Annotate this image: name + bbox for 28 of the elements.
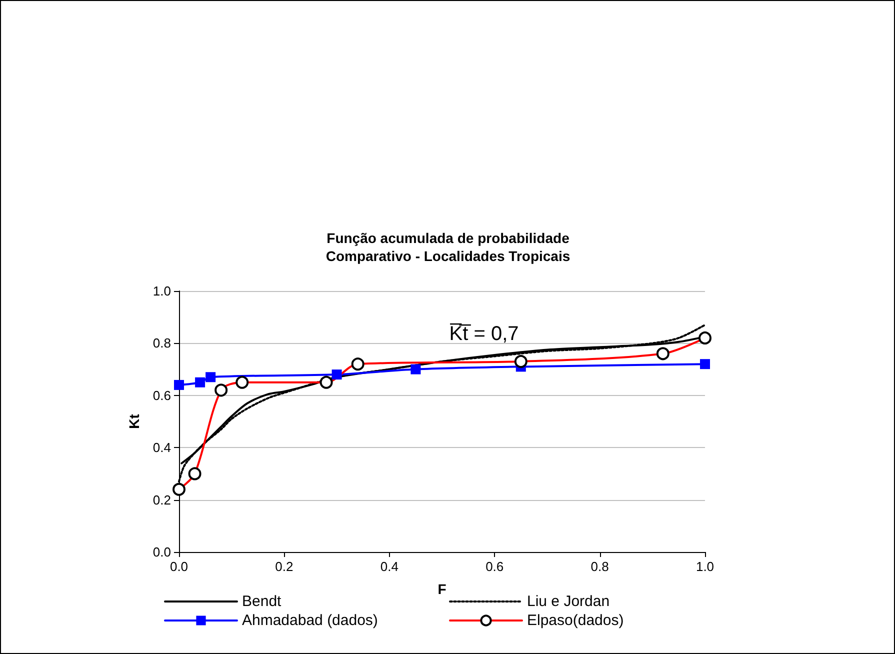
y-tick-label: 1.0: [152, 284, 171, 298]
legend-label: Ahmadabad (dados): [242, 612, 378, 629]
annotation: K̅t̅ = 0,7: [449, 323, 519, 345]
x-tick-label: 0.0: [170, 559, 188, 574]
y-tick-label: 0.6: [152, 388, 171, 403]
y-tick-label: 0.4: [152, 440, 171, 456]
point: [174, 380, 184, 390]
point: [332, 370, 342, 380]
x-tick-label: 0.6: [486, 559, 504, 574]
chart-title: Função acumulada de probabilidade: [326, 230, 570, 246]
point: [206, 372, 216, 382]
point: [195, 377, 206, 388]
y-axis-title: Kt: [126, 414, 142, 429]
point: [410, 364, 421, 374]
y-tick-label: 0.8: [152, 336, 171, 351]
legend-label: Liu e Jordan: [527, 593, 610, 610]
point: [698, 331, 712, 344]
y-tick-label: 0.0: [152, 544, 171, 560]
legend-label: Elpaso(dados): [527, 612, 624, 629]
x-tick-label: 0.2: [275, 559, 294, 574]
x-tick-label: 0.8: [590, 559, 609, 574]
x-tick-label: 1.0: [696, 559, 714, 574]
y-tick-label: 0.2: [152, 492, 171, 508]
x-tick-label: 0.4: [380, 559, 398, 574]
chart-subtitle: Comparativo - Localidades Tropicais: [326, 248, 570, 264]
x-axis-title: F: [438, 581, 447, 597]
legend-label: Bendt: [242, 593, 282, 610]
point: [700, 359, 710, 370]
